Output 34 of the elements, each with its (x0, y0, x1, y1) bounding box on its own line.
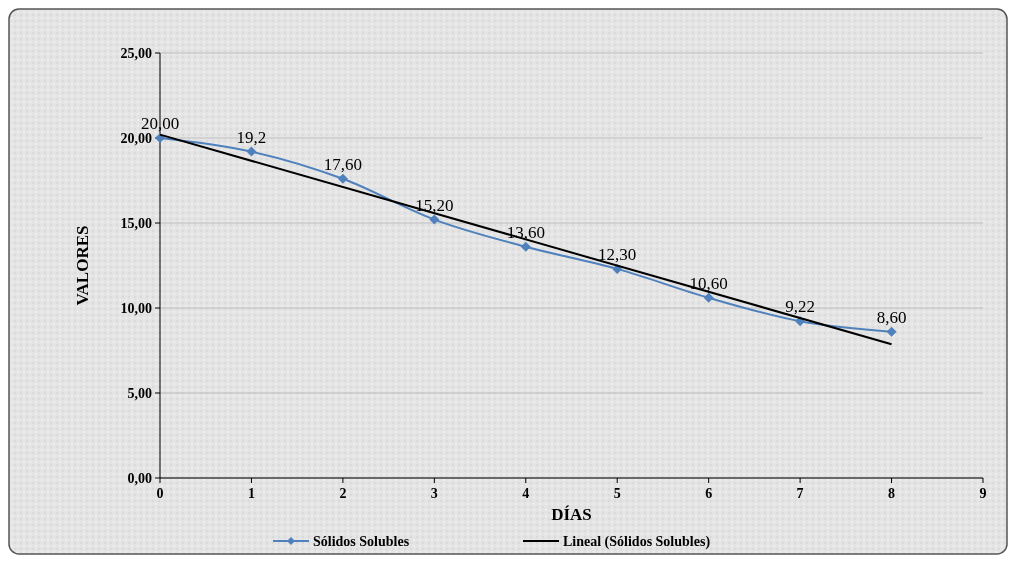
x-tick-label: 5 (613, 486, 621, 501)
x-tick-label: 1 (247, 486, 255, 501)
y-tick-label: 5,00 (127, 385, 152, 401)
data-label: 19,2 (236, 127, 267, 147)
point (429, 214, 440, 225)
y-tick-label: 15,00 (120, 215, 152, 231)
y-tick-label: 25,00 (120, 45, 152, 61)
y-tick-label: 20,00 (120, 130, 152, 146)
data-label: 17,60 (323, 154, 363, 174)
data-label: 15,20 (415, 195, 454, 215)
point (337, 173, 348, 184)
x-tick-label: 6 (705, 486, 713, 501)
point (520, 241, 531, 252)
data-label: 12,30 (598, 244, 637, 264)
data-label: 10,60 (689, 273, 728, 293)
y-tick-label: 0,00 (127, 470, 152, 486)
x-tick-label: 3 (430, 486, 438, 501)
legend-label: Lineal (Sólidos Solubles) (563, 533, 711, 550)
point (246, 146, 257, 157)
x-tick-label: 2 (339, 486, 347, 501)
data-label: 20,00 (140, 114, 180, 133)
x-tick-label: 8 (888, 486, 896, 501)
data-label: 8,60 (876, 307, 907, 327)
y-axis-title: VALORES (73, 225, 92, 306)
x-tick-label: 9 (979, 486, 987, 501)
x-tick-label: 0 (156, 486, 164, 501)
x-tick-label: 7 (796, 486, 804, 501)
point (886, 326, 897, 337)
x-axis-title: DÍAS (551, 505, 592, 524)
y-tick-label: 10,00 (120, 300, 152, 316)
x-tick-label: 4 (522, 486, 530, 501)
data-label: 9,22 (785, 297, 815, 317)
point (703, 292, 714, 303)
legend-label: Sólidos Solubles (313, 533, 410, 549)
